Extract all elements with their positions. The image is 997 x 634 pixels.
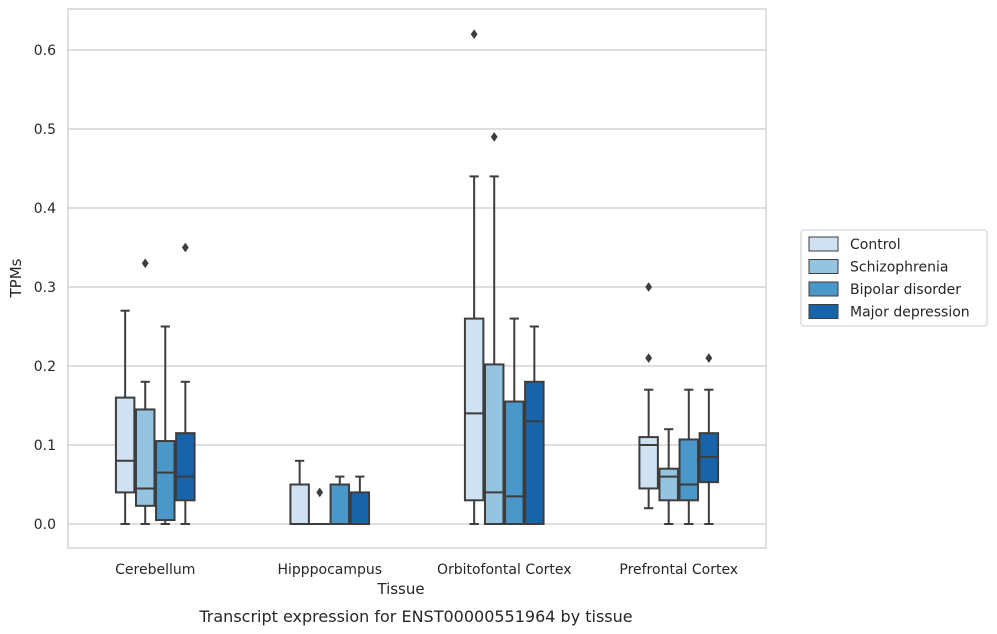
box-plot-item [638, 282, 659, 510]
y-tick-label: 0.0 [34, 517, 56, 533]
plot-frame [67, 8, 767, 549]
y-tick-label: 0.3 [34, 280, 56, 296]
x-axis-title: Tissue [376, 580, 424, 598]
legend: Control Schizophrenia Bipolar disorder Majo… [800, 229, 988, 327]
outlier-point [141, 258, 149, 269]
box-iqr [504, 400, 525, 525]
box-plot-item [155, 325, 176, 525]
box-plot-item [289, 459, 310, 525]
box-plot-item [698, 353, 720, 525]
outlier-point [181, 242, 189, 253]
box-iqr [483, 363, 505, 526]
legend-swatch [808, 281, 839, 297]
box-plot-item [463, 29, 485, 525]
x-axis-ticks: Cerebellum Hipppocampus Orbitofontal Corte… [115, 562, 738, 578]
outlier-point [645, 353, 653, 364]
outlier-point [316, 487, 324, 498]
box-iqr [114, 396, 136, 494]
box-iqr [349, 491, 371, 525]
box-iqr [175, 432, 196, 502]
box-plot-item [658, 428, 679, 525]
box-plot-item [524, 325, 545, 525]
box-plot-item [504, 317, 525, 525]
outlier-point [470, 29, 478, 40]
y-tick-label: 0.2 [34, 359, 56, 375]
box-iqr [155, 440, 176, 522]
x-tick-label: Orbitofontal Cortex [437, 562, 572, 578]
legend-label: Bipolar disorder [850, 282, 961, 298]
box-iqr [329, 483, 351, 525]
box-iqr [134, 408, 156, 507]
box-plot-item [329, 475, 351, 525]
legend-label: Schizophrenia [850, 260, 948, 276]
y-tick-label: 0.6 [34, 43, 56, 59]
outlier-point [490, 131, 498, 142]
legend-label: Control [850, 237, 901, 253]
x-tick-label: Prefrontal Cortex [619, 562, 738, 578]
box-plot-item [483, 131, 505, 526]
y-tick-label: 0.5 [34, 122, 56, 138]
legend-frame [800, 229, 988, 327]
legend-swatch [808, 236, 839, 252]
box-plot-item [175, 242, 196, 525]
outlier-point [645, 282, 653, 292]
box-iqr [289, 483, 310, 525]
box-iqr [638, 436, 659, 490]
box-plot-item [114, 309, 136, 525]
y-tick-label: 0.4 [34, 201, 56, 217]
box-iqr [463, 317, 485, 502]
y-axis-title: TPMs [7, 258, 25, 298]
box-plot-item [309, 487, 330, 526]
box-plot-item [678, 388, 700, 525]
chart-caption: Transcript expression for ENST0000055196… [198, 607, 632, 626]
box-groups [114, 29, 720, 526]
box-iqr [658, 467, 679, 502]
box-plot-item [134, 258, 156, 525]
box-plot-item [349, 475, 371, 525]
x-tick-label: Hipppocampus [277, 562, 382, 578]
legend-swatch [808, 259, 839, 274]
outlier-point [705, 353, 713, 364]
y-axis-ticks: 0.0 0.1 0.2 0.3 0.4 0.5 0.6 [34, 43, 56, 533]
box-iqr [678, 438, 700, 502]
box-iqr [524, 380, 545, 525]
legend-swatch [808, 304, 839, 319]
legend-label: Major depression [850, 305, 970, 321]
x-tick-label: Cerebellum [115, 562, 195, 578]
y-tick-label: 0.1 [34, 438, 56, 454]
